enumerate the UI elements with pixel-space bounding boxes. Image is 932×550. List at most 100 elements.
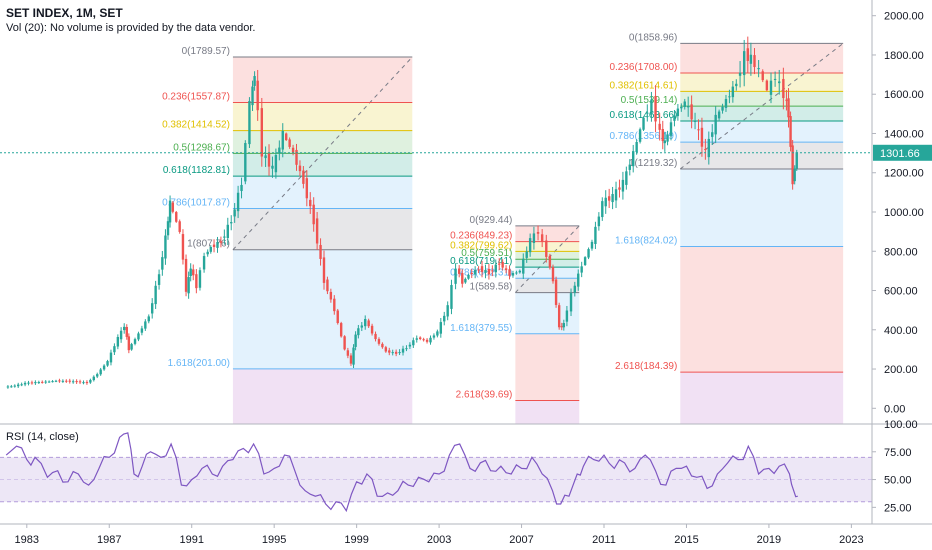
candle-body: [577, 273, 580, 287]
fib-level-label: 0.786(662.31): [450, 267, 512, 278]
candle-body: [248, 100, 251, 145]
candle-body: [147, 316, 150, 322]
candle-body: [443, 315, 446, 322]
candle-body: [125, 326, 128, 337]
candle-body: [415, 338, 418, 340]
candle-body: [58, 380, 61, 382]
fib-zone: [515, 267, 580, 279]
candle-body: [625, 171, 628, 185]
candle-body: [560, 326, 563, 328]
candle-body: [548, 255, 552, 268]
candle-body: [604, 197, 607, 207]
candle-body: [119, 330, 123, 340]
candle-body: [99, 369, 102, 375]
candle-body: [13, 385, 16, 387]
candle-body: [635, 141, 638, 153]
candle-body: [154, 285, 157, 305]
candle-body: [78, 381, 82, 383]
fib-level-label: 1(589.58): [470, 282, 513, 293]
fib-level-label: 0.5(759.51): [461, 248, 512, 259]
candle-body: [484, 269, 487, 273]
candle-body: [267, 153, 271, 167]
candle-body: [638, 129, 642, 142]
time-tick-label: 1999: [344, 534, 368, 546]
candle-body: [244, 143, 247, 182]
candle-body: [793, 168, 796, 182]
candle-body: [412, 340, 415, 346]
fib-zone: [680, 246, 844, 373]
candle-body: [181, 234, 185, 260]
time-tick-label: 1983: [15, 534, 39, 546]
candle-body: [198, 270, 202, 288]
candle-body: [164, 235, 167, 259]
candle-body: [597, 216, 601, 227]
fib-zone: [680, 120, 844, 143]
volume-note: Vol (20): No volume is provided by the d…: [6, 22, 256, 34]
candle-body: [601, 201, 604, 218]
candle-body: [291, 147, 295, 153]
candle-body: [161, 257, 164, 270]
candle-body: [41, 381, 44, 383]
candle-body: [305, 178, 309, 199]
candle-body: [113, 346, 116, 353]
candle-body: [285, 133, 288, 141]
candle-body: [454, 268, 457, 284]
candle-body: [236, 192, 240, 212]
fib-zone: [232, 249, 413, 369]
fib-level-label: 2.618(39.69): [456, 390, 513, 401]
candle-body: [47, 381, 51, 383]
fib-level-label: 0.236(1557.87): [162, 91, 230, 102]
candle-body: [322, 257, 326, 283]
candle-body: [735, 83, 738, 87]
fib-level-label: 0.236(1708.00): [609, 62, 677, 73]
fib-level-label: 1(1219.32): [629, 158, 677, 169]
candle-body: [6, 386, 10, 388]
candle-body: [467, 274, 470, 279]
candle-body: [34, 382, 37, 384]
candle-body: [20, 384, 23, 386]
candle-body: [607, 196, 611, 201]
candle-body: [661, 128, 664, 142]
candle-body: [642, 117, 645, 130]
candle-body: [683, 101, 686, 107]
candle-body: [791, 145, 794, 185]
candle-body: [425, 339, 429, 342]
candle-body: [457, 268, 461, 274]
price-tick-label: 200.00: [884, 364, 918, 376]
candle-body: [785, 99, 788, 101]
candle-body: [742, 51, 746, 76]
candle-body: [137, 333, 140, 340]
candle-body: [357, 328, 360, 336]
fib-level-label: 0(929.44): [470, 215, 513, 226]
candle-body: [663, 140, 667, 144]
rsi-tick-label: 25.00: [884, 502, 912, 514]
fib-trend-line: [679, 42, 844, 170]
candle-body: [329, 291, 333, 300]
candle-body: [123, 326, 126, 331]
candle-body: [96, 374, 99, 377]
candle-body: [130, 344, 133, 350]
candle-body: [384, 347, 388, 352]
candle-body: [133, 339, 137, 344]
candle-body: [429, 337, 432, 343]
fib-zone: [680, 43, 844, 74]
fib-zone: [232, 102, 413, 131]
candle-body: [795, 152, 798, 169]
candle-body: [673, 115, 676, 121]
price-tick-label: 1600.00: [884, 89, 924, 101]
candle-body: [565, 310, 569, 322]
candle-body: [352, 347, 355, 365]
candle-body: [271, 165, 274, 169]
fib-level-label: 0.382(1414.52): [162, 120, 230, 131]
price-tick-label: 400.00: [884, 325, 918, 337]
candle-body: [354, 334, 357, 347]
chart-title: SET INDEX, 1M, SET: [6, 6, 123, 20]
candle-body: [562, 323, 566, 328]
candle-body: [216, 241, 219, 248]
fib-level-label: 0(1858.96): [629, 32, 677, 43]
candle-body: [17, 384, 20, 387]
candle-body: [92, 376, 95, 381]
candle-body: [401, 348, 405, 353]
